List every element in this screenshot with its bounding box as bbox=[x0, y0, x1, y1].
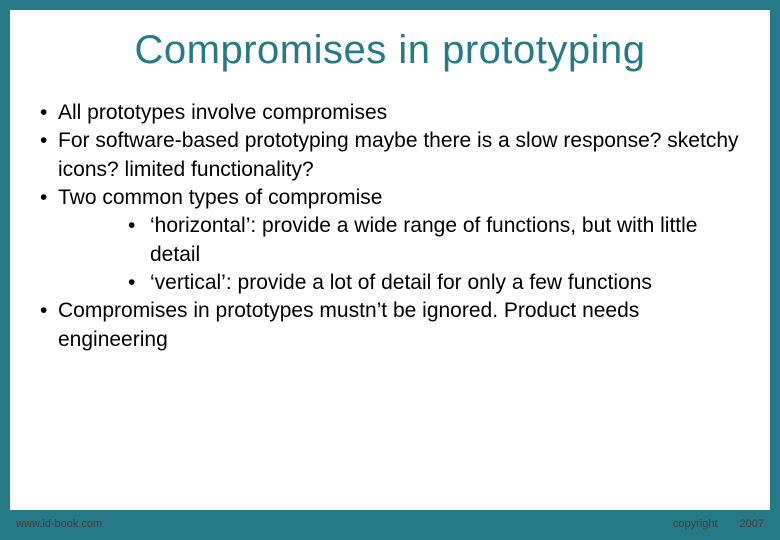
bullet-text: ‘vertical’: provide a lot of detail for … bbox=[150, 269, 740, 297]
slide-title: Compromises in prototyping bbox=[40, 28, 740, 73]
bullet-level1: • All prototypes involve compromises bbox=[40, 99, 740, 127]
bullet-text: Compromises in prototypes mustn’t be ign… bbox=[58, 297, 740, 354]
bullet-level1: • Compromises in prototypes mustn’t be i… bbox=[40, 297, 740, 354]
bullet-text: ‘horizontal’: provide a wide range of fu… bbox=[150, 212, 740, 269]
footer-url: www.id-book.com bbox=[16, 518, 102, 530]
copyright-label: copyright bbox=[673, 518, 718, 530]
bullet-marker: • bbox=[40, 127, 58, 184]
bullet-marker: • bbox=[128, 269, 150, 297]
bullet-marker: • bbox=[128, 212, 150, 269]
slide-body: • All prototypes involve compromises • F… bbox=[40, 99, 740, 354]
slide-content: Compromises in prototyping • All prototy… bbox=[10, 10, 770, 510]
slide-frame: Compromises in prototyping • All prototy… bbox=[0, 0, 780, 540]
footer-copyright: copyright c 2007 bbox=[673, 517, 764, 531]
copyright-year: 2007 bbox=[740, 518, 764, 530]
bullet-level1: • Two common types of compromise bbox=[40, 184, 740, 212]
slide-footer: www.id-book.com copyright c 2007 bbox=[10, 513, 770, 535]
bullet-level2: • ‘horizontal’: provide a wide range of … bbox=[128, 212, 740, 269]
bullet-level1: • For software-based prototyping maybe t… bbox=[40, 127, 740, 184]
bullet-marker: • bbox=[40, 99, 58, 127]
bullet-marker: • bbox=[40, 184, 58, 212]
bullet-text: All prototypes involve compromises bbox=[58, 99, 740, 127]
bullet-text: Two common types of compromise bbox=[58, 184, 740, 212]
bullet-text: For software-based prototyping maybe the… bbox=[58, 127, 740, 184]
bullet-marker: • bbox=[40, 297, 58, 354]
bullet-level2: • ‘vertical’: provide a lot of detail fo… bbox=[128, 269, 740, 297]
copyright-icon: c bbox=[722, 517, 736, 531]
